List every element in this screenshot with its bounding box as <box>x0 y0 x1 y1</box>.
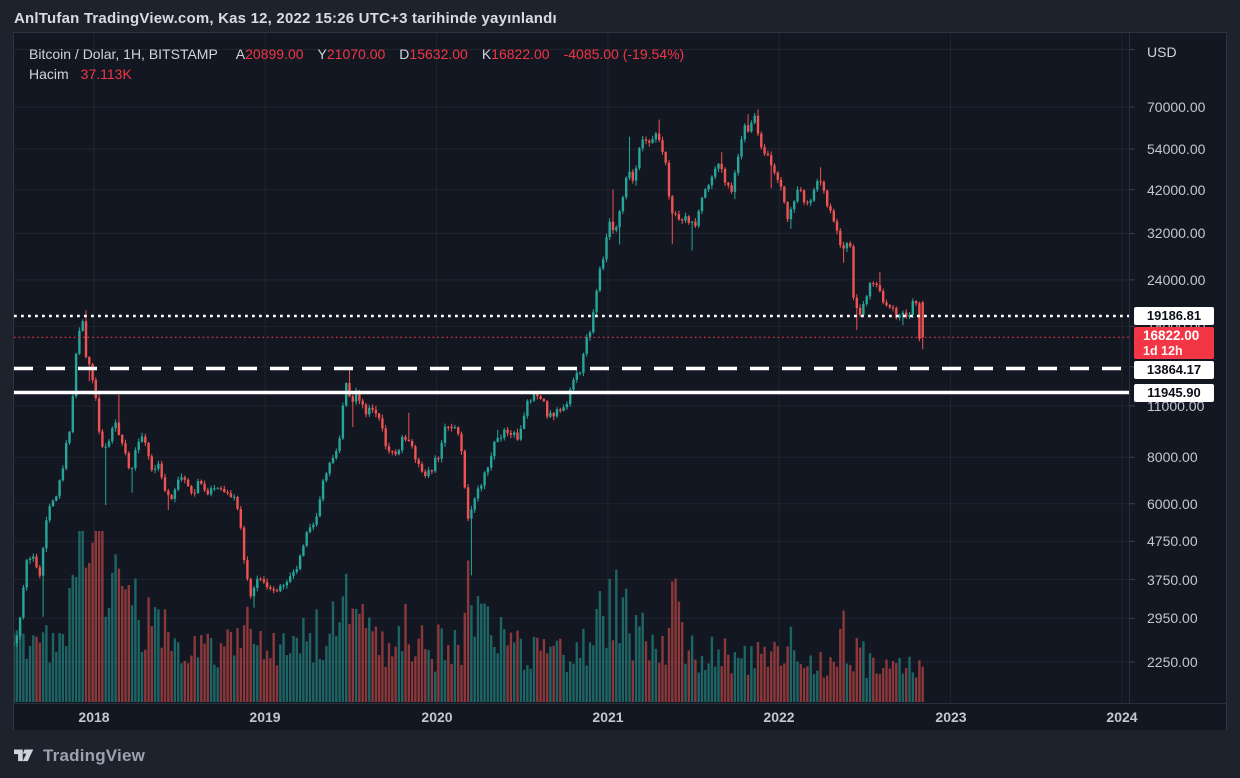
price-tick-label: 42000.00 <box>1147 182 1206 198</box>
volume-label: Hacim <box>29 66 69 82</box>
time-tick-label: 2021 <box>592 709 624 725</box>
price-line-badge: 19186.81 <box>1134 307 1214 325</box>
time-tick-label: 2024 <box>1106 709 1138 725</box>
price-tick-label: 24000.00 <box>1147 272 1206 288</box>
ohlc-field-value: 16822.00 <box>491 46 550 62</box>
price-axis-unit: USD <box>1147 44 1177 60</box>
change-value: -4085.00 (-19.54%) <box>563 46 685 62</box>
tradingview-wordmark: TradingView <box>43 746 146 765</box>
ohlc-item-a: A20899.00 <box>236 46 304 62</box>
time-tick-label: 2018 <box>78 709 110 725</box>
symbol-title[interactable]: Bitcoin / Dolar, 1H, BITSTAMP <box>29 46 218 62</box>
price-line-badge: 13864.17 <box>1134 361 1214 379</box>
tradingview-watermark[interactable]: TradingView <box>14 744 145 768</box>
ohlc-field-label: Y <box>317 46 327 62</box>
price-tick-label: 2950.00 <box>1147 610 1198 626</box>
ohlc-field-value: 21070.00 <box>326 46 386 62</box>
price-tick-label: 6000.00 <box>1147 496 1198 512</box>
price-tick-label: 70000.00 <box>1147 99 1206 115</box>
last-price-value: 16822.00 <box>1143 328 1200 343</box>
volume-value: 37.113K <box>80 66 132 82</box>
time-tick-label: 2020 <box>421 709 453 725</box>
last-price-badge: 16822.00 1d 12h <box>1134 327 1214 359</box>
ohlc-field-label: K <box>481 46 492 62</box>
price-tick-label: 11000.00 <box>1147 398 1205 414</box>
ohlc-item-y: Y21070.00 <box>318 46 386 62</box>
price-line-badge: 11945.90 <box>1134 384 1214 402</box>
legend-row-volume: Hacim 37.113K <box>29 64 684 84</box>
attribution-text: AnlTufan TradingView.com, Kas 12, 2022 1… <box>14 10 557 27</box>
time-tick-label: 2022 <box>763 709 795 725</box>
ohlc-item-d: D15632.00 <box>399 46 468 62</box>
ohlc-item-k: K16822.00 <box>482 46 550 62</box>
ohlc-field-label: A <box>235 46 246 62</box>
ohlc-field-value: 20899.00 <box>245 46 304 62</box>
bar-countdown: 1d 12h <box>1143 344 1183 358</box>
ohlc-values: A20899.00 Y21070.00 D15632.00 K16822.00 -408… <box>218 46 684 62</box>
price-tick-label: 4750.00 <box>1147 533 1198 549</box>
price-tick-label: 2250.00 <box>1147 654 1198 670</box>
time-tick-label: 2023 <box>935 709 967 725</box>
chart-legend: Bitcoin / Dolar, 1H, BITSTAMP A20899.00 Y2… <box>29 44 684 84</box>
ohlc-field-label: D <box>399 46 410 62</box>
price-tick-label: 3750.00 <box>1147 572 1198 588</box>
price-tick-label: 8000.00 <box>1147 449 1198 465</box>
ohlc-field-value: 15632.00 <box>409 46 468 62</box>
price-tick-label: 32000.00 <box>1147 225 1206 241</box>
chart-panel: Bitcoin / Dolar, 1H, BITSTAMP A20899.00 Y2… <box>13 32 1227 730</box>
time-tick-label: 2019 <box>249 709 281 725</box>
price-axis[interactable]: USD 70000.00 54000.00 42000.00 32000.00 2400… <box>1129 33 1227 703</box>
legend-row-symbol: Bitcoin / Dolar, 1H, BITSTAMP A20899.00 Y2… <box>29 44 684 64</box>
price-tick-label: 54000.00 <box>1147 141 1206 157</box>
time-axis[interactable]: 2018 2019 2020 2021 2022 2023 2024 <box>14 703 1226 730</box>
tradingview-logo-icon <box>14 749 34 761</box>
price-chart-canvas[interactable] <box>14 33 1226 703</box>
